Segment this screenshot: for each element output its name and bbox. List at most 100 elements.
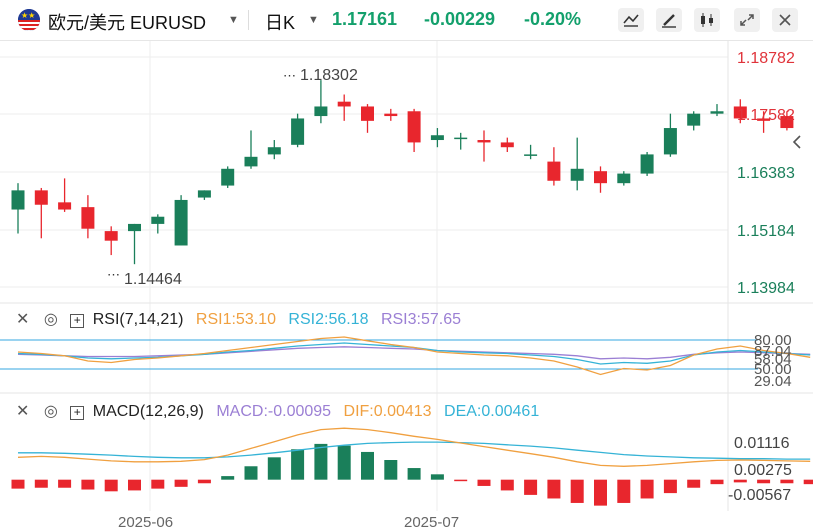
rsi3-value: RSI3:57.65 bbox=[380, 311, 461, 328]
macd-tick: -0.00567 bbox=[728, 487, 791, 504]
close-button[interactable] bbox=[772, 8, 798, 32]
candle-body bbox=[500, 142, 514, 148]
time-tick: 2025-06 bbox=[118, 514, 173, 530]
price-tick: 1.15184 bbox=[737, 223, 795, 240]
low-price-label: 1.14464 bbox=[124, 271, 182, 288]
divider bbox=[248, 10, 249, 30]
line-tool-button[interactable] bbox=[618, 8, 644, 32]
price-axis: 1.18782 1.17582 1.16383 1.15184 1.13984 bbox=[737, 50, 795, 297]
candle-body bbox=[244, 156, 258, 167]
last-price: 1.17161 bbox=[332, 9, 398, 29]
line-tool-icon bbox=[623, 14, 639, 27]
price-tick: 1.13984 bbox=[737, 280, 795, 297]
macd-bar bbox=[314, 443, 328, 480]
chart-grid bbox=[0, 41, 813, 511]
macd-bar bbox=[757, 479, 771, 484]
candle-body bbox=[733, 106, 747, 119]
candle-body bbox=[174, 199, 188, 246]
price-tick: 1.16383 bbox=[737, 165, 795, 182]
candle-body bbox=[384, 113, 398, 117]
macd-bar bbox=[151, 479, 165, 489]
candle-type-button[interactable] bbox=[694, 8, 720, 32]
fullscreen-button[interactable] bbox=[734, 8, 760, 32]
candle-body bbox=[547, 161, 561, 181]
rsi-level-tick: 58.04 bbox=[754, 351, 792, 368]
settings-icon[interactable]: ◎ bbox=[43, 311, 58, 328]
candle-body bbox=[570, 168, 584, 181]
macd-bar bbox=[500, 479, 514, 491]
rsi-level-tick: 80.00 bbox=[754, 332, 792, 349]
draw-tool-button[interactable] bbox=[656, 8, 682, 32]
candle-body bbox=[11, 190, 25, 210]
rsi-level-tick: 29.04 bbox=[754, 373, 792, 390]
expand-icon[interactable]: + bbox=[70, 406, 85, 420]
candle-body bbox=[81, 207, 95, 229]
macd-bar bbox=[430, 474, 444, 480]
macd-bar bbox=[547, 479, 561, 499]
price-tick: 1.17582 bbox=[737, 107, 795, 124]
candle-body bbox=[58, 202, 72, 210]
chevron-down-icon[interactable]: ▼ bbox=[308, 14, 319, 26]
macd-bar bbox=[780, 479, 794, 484]
macd-bar bbox=[197, 479, 211, 484]
macd-bar bbox=[11, 479, 25, 489]
candle-body bbox=[710, 111, 724, 114]
draw-tool-icon bbox=[662, 14, 676, 28]
macd-bar bbox=[384, 460, 398, 480]
candle-body bbox=[267, 147, 281, 155]
close-icon[interactable]: ✕ bbox=[16, 311, 30, 328]
fullscreen-icon bbox=[740, 14, 754, 26]
macd-tick: 0.01116 bbox=[734, 435, 790, 452]
macd-bar bbox=[128, 479, 141, 491]
chevron-down-icon[interactable]: ▼ bbox=[228, 14, 239, 26]
macd-bar bbox=[803, 479, 813, 485]
rsi2-line bbox=[17, 342, 811, 365]
candle-type-icon bbox=[701, 13, 713, 27]
macd-bar bbox=[640, 479, 654, 499]
macd-label-row: ✕ ◎ + MACD(12,26,9) MACD:-0.00095 DIF:0.… bbox=[16, 401, 539, 421]
chevron-left-icon[interactable] bbox=[792, 135, 801, 149]
candle-body bbox=[757, 118, 771, 121]
candle-body bbox=[780, 116, 794, 129]
period-selector[interactable]: 日K bbox=[265, 13, 296, 33]
chart-canvas[interactable]: ⋯ 1.18302 ⋯ 1.14464 1.18782 1.17582 1.1638… bbox=[0, 41, 813, 530]
time-tick: 2025-07 bbox=[404, 514, 459, 530]
candle-body bbox=[430, 135, 444, 141]
candle-body bbox=[314, 106, 328, 117]
symbol-selector[interactable]: 欧元/美元 EURUSD bbox=[48, 13, 207, 33]
candle-body bbox=[594, 171, 607, 184]
candle-body bbox=[128, 223, 141, 232]
close-icon bbox=[779, 14, 791, 26]
macd-bar bbox=[454, 479, 468, 482]
candle-body bbox=[151, 216, 165, 224]
macd-tick: 0.00275 bbox=[734, 462, 792, 479]
macd-value: MACD:-0.00095 bbox=[216, 403, 332, 420]
candle-body bbox=[663, 128, 677, 155]
low-annotation: ⋯ 1.14464 bbox=[107, 267, 182, 288]
macd-title: MACD(12,26,9) bbox=[92, 403, 204, 420]
macd-bar bbox=[104, 479, 118, 492]
svg-text:⋯: ⋯ bbox=[107, 267, 120, 282]
macd-bar bbox=[687, 479, 701, 488]
macd-bar bbox=[570, 479, 584, 503]
dea-value: DEA:0.00461 bbox=[444, 403, 540, 420]
dea-line bbox=[18, 441, 811, 460]
candle-body bbox=[640, 154, 654, 174]
expand-icon[interactable]: + bbox=[70, 314, 85, 328]
macd-bar bbox=[81, 479, 95, 490]
macd-bar bbox=[221, 476, 235, 480]
macd-pane: 0.01116 0.00275 -0.00567 bbox=[11, 427, 813, 506]
candle-body bbox=[104, 231, 118, 241]
high-annotation: ⋯ 1.18302 bbox=[283, 67, 358, 84]
macd-bar bbox=[710, 479, 724, 485]
candle-body bbox=[34, 190, 48, 205]
price-change-percent: -0.20% bbox=[524, 9, 582, 29]
rsi-level-tick: 87.04 bbox=[754, 343, 792, 360]
chart-header: ★★ 欧元/美元 EURUSD ▼ 日K ▼ 1.17161 -0.00229 … bbox=[0, 0, 813, 41]
rsi3-line bbox=[17, 346, 811, 360]
price-change: -0.00229 bbox=[424, 9, 496, 29]
close-icon[interactable]: ✕ bbox=[16, 403, 30, 420]
settings-icon[interactable]: ◎ bbox=[43, 403, 58, 420]
